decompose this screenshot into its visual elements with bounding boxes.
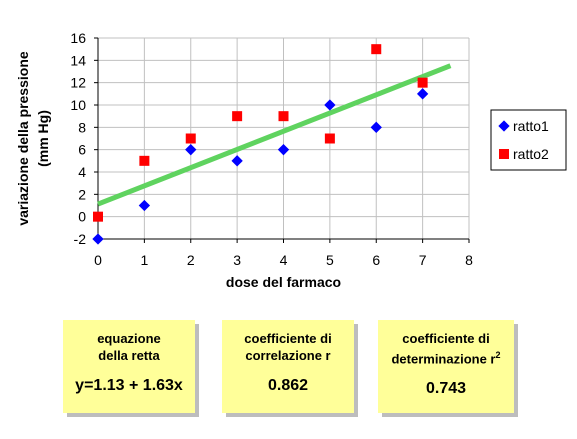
y-axis-label-line: (mm Hg)	[35, 110, 51, 167]
point-ratto2	[278, 111, 289, 122]
point-ratto2	[371, 44, 382, 55]
x-tick-label: 7	[419, 252, 427, 268]
x-tick-label: 5	[326, 252, 334, 268]
point-ratto1	[185, 144, 197, 156]
equation-value: y=1.13 + 1.63x	[75, 377, 183, 394]
x-tick-label: 4	[280, 252, 288, 268]
chart-axes	[94, 37, 470, 243]
point-ratto2	[324, 133, 335, 144]
point-ratto1	[92, 233, 104, 245]
determination-value: 0.743	[425, 380, 467, 398]
y-tick-label: 14	[70, 52, 86, 68]
y-tick-label: 2	[78, 186, 86, 202]
determination-exponent: 2	[495, 350, 501, 360]
y-axis-label: variazione della pressione (mm Hg)	[15, 51, 51, 226]
legend-box	[490, 109, 567, 171]
correlation-value: 0.862	[267, 377, 309, 394]
point-ratto1	[277, 144, 290, 156]
x-tick-label: 0	[94, 252, 102, 268]
x-axis-label: dose del farmaco	[226, 274, 341, 290]
grid-lines	[97, 37, 470, 240]
point-ratto2	[139, 155, 150, 166]
point-ratto1	[138, 199, 151, 212]
trendline-layer	[97, 63, 452, 207]
correlation-box: coefficiente di correlazione r 0.862	[222, 320, 354, 413]
determination-title-line2: determinazione r2	[378, 347, 514, 367]
determination-title-text: determinazione r	[391, 351, 496, 367]
y-tick-label: 0	[78, 209, 86, 225]
legend-marker-ratto2	[499, 149, 509, 159]
point-ratto1	[231, 155, 243, 167]
y-tick-label: 8	[78, 119, 86, 135]
x-tick-label: 2	[187, 252, 195, 268]
point-ratto2	[185, 133, 196, 144]
point-ratto2	[232, 111, 243, 122]
point-ratto2	[417, 77, 428, 88]
y-tick-label: 12	[70, 75, 86, 91]
equation-box: equazione della retta y=1.13 + 1.63x	[63, 320, 195, 413]
y-tick-label: 16	[70, 30, 86, 46]
x-tick-label: 8	[465, 252, 473, 268]
point-ratto2	[93, 211, 103, 222]
equation-title-line1: equazione	[97, 331, 161, 346]
equation-title-line2: della retta	[98, 348, 160, 363]
determination-title-line1: coefficiente di	[402, 331, 490, 346]
legend: ratto1 ratto2	[490, 109, 567, 171]
y-tick-label: -2	[74, 231, 87, 247]
y-axis-label-line: variazione della pressione	[15, 51, 31, 226]
correlation-title-line2: correlazione r	[245, 348, 331, 363]
correlation-title-line1: coefficiente di	[244, 331, 332, 346]
y-tick-label: 4	[78, 164, 86, 180]
x-tick-label: 3	[233, 252, 241, 268]
point-ratto1	[416, 88, 429, 100]
x-tick-label: 6	[372, 252, 380, 268]
legend-label-ratto1: ratto1	[513, 118, 549, 134]
point-ratto1	[370, 121, 382, 133]
legend-label-ratto2: ratto2	[513, 146, 549, 162]
determination-box: coefficiente di determinazione r2 0.743	[378, 320, 514, 413]
trendline	[97, 63, 452, 207]
data-points	[92, 44, 429, 245]
y-tick-label: 6	[78, 142, 86, 158]
x-tick-label: 1	[140, 252, 148, 268]
y-tick-label: 10	[70, 97, 86, 113]
